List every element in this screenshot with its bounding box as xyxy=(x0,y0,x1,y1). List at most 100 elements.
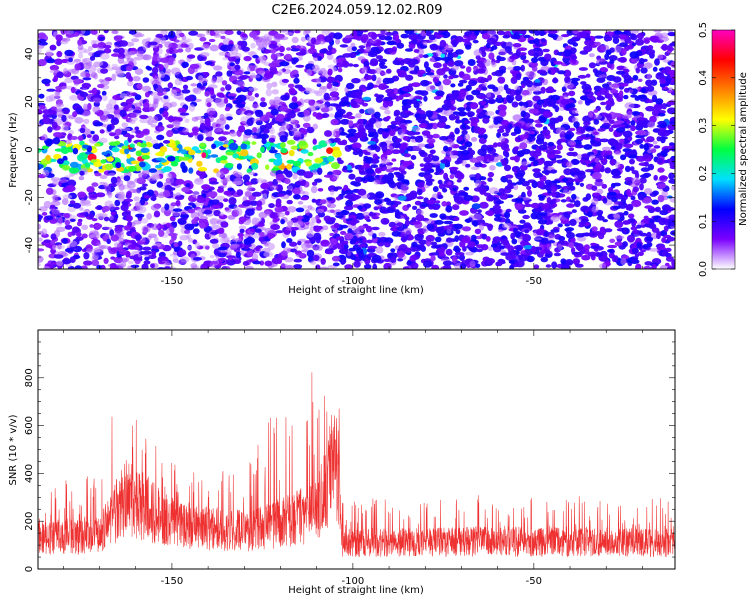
spectrogram-cell xyxy=(479,96,487,100)
spectrogram-cell xyxy=(578,31,587,38)
spectrogram-cell xyxy=(126,91,133,98)
spectrogram-cell xyxy=(508,255,517,260)
spectrogram-cell xyxy=(568,147,575,152)
spectrogram-cell xyxy=(193,87,202,95)
spectrogram-cell xyxy=(515,181,524,185)
spectrogram-cell xyxy=(221,232,227,239)
spectrogram-cell xyxy=(379,206,387,214)
spectrogram-cell xyxy=(211,77,217,84)
spectrogram-cell xyxy=(378,83,388,90)
spectrogram-cell xyxy=(375,120,382,129)
spectrogram-cell xyxy=(428,204,435,210)
spectrogram-cell xyxy=(123,140,129,147)
spectrogram-cell xyxy=(77,191,87,199)
spectrogram-cell xyxy=(86,186,95,193)
spectrogram-cell xyxy=(290,145,298,150)
spectrogram-cell xyxy=(219,184,227,188)
spectrogram-cell xyxy=(638,58,645,65)
spectrogram-cell xyxy=(550,67,556,76)
spectrogram-cell xyxy=(443,145,449,152)
spectrogram-cell xyxy=(510,76,518,84)
spectrogram-cell xyxy=(374,111,381,119)
spectrogram-cell xyxy=(299,180,306,187)
spectrogram-cell xyxy=(659,122,668,129)
spectrogram-cell xyxy=(434,219,444,225)
spectrogram-cell xyxy=(91,218,98,222)
spectrogram-cell xyxy=(38,93,45,99)
spectrogram-cell xyxy=(270,53,277,60)
spectrogram-cell xyxy=(347,136,358,141)
spectrogram-cell xyxy=(461,159,467,167)
spectrogram-cell xyxy=(376,55,383,60)
spectrogram-cell xyxy=(357,118,364,125)
spectrogram-cell xyxy=(322,225,329,231)
spectrogram-cell xyxy=(337,108,346,115)
spectrogram-cell xyxy=(632,186,639,193)
spectrogram-cell xyxy=(523,222,532,230)
spectrogram-cell xyxy=(375,167,382,174)
spectrogram-cell xyxy=(510,232,516,240)
spectrogram-cell xyxy=(348,120,354,127)
spectrogram-cell xyxy=(166,124,174,129)
spectrogram-cell xyxy=(280,263,288,268)
spectrogram-cell xyxy=(514,122,522,129)
spectrogram-cell xyxy=(432,203,441,210)
spectrogram-cell xyxy=(604,167,611,174)
spectrogram-cell xyxy=(416,209,424,216)
spectrogram-cell xyxy=(661,43,668,51)
spectrogram-cell xyxy=(373,179,381,185)
spectrogram-cell xyxy=(130,264,140,268)
spectrogram-cell xyxy=(660,69,667,74)
spectrogram-cell xyxy=(172,255,179,263)
spectrogram-cell xyxy=(96,242,102,246)
spectrogram-cell xyxy=(152,143,162,150)
spectrogram-cell xyxy=(118,238,126,243)
spectrogram-cell xyxy=(654,58,660,66)
spectrogram-cell xyxy=(125,215,133,222)
spectrogram-cell xyxy=(38,255,44,263)
spectrogram-cell xyxy=(119,109,127,117)
spectrogram-cell xyxy=(110,247,120,253)
spectrogram-cell xyxy=(500,252,510,256)
spectrogram-cell xyxy=(520,53,527,61)
spectrogram-cell xyxy=(378,58,388,63)
spectrogram-cell xyxy=(99,181,106,186)
spectrogram-cell xyxy=(43,239,52,243)
spectrogram-cell xyxy=(667,69,675,75)
spectrogram-cell xyxy=(180,149,187,155)
spectrogram-cell xyxy=(262,49,271,54)
spectrogram-cell xyxy=(551,180,562,184)
spectrogram-cell xyxy=(69,200,76,205)
spectrogram-cell xyxy=(440,53,446,58)
spectrogram-cell xyxy=(392,141,401,149)
spectrogram-cell xyxy=(305,209,310,216)
spectrogram-cell xyxy=(507,66,514,71)
spectrogram-cell xyxy=(362,96,372,101)
spectrogram-cell xyxy=(493,216,503,222)
spectrogram-cell xyxy=(391,225,399,232)
spectrogram-cell xyxy=(241,46,250,52)
spectrogram-cell xyxy=(551,191,557,198)
spectrogram-cell xyxy=(496,142,503,147)
spectrogram-cell xyxy=(87,46,93,51)
spectrogram-cell xyxy=(47,126,53,133)
spectrogram-cell xyxy=(345,164,352,171)
spectrogram-cell xyxy=(259,114,270,122)
spectrogram-cell xyxy=(564,133,573,140)
spectrogram-cell xyxy=(591,206,599,213)
spectrogram-cell xyxy=(523,34,531,39)
spectrogram-cell xyxy=(132,188,141,194)
spectrogram-cell xyxy=(549,124,556,130)
figure-title: C2E6.2024.059.12.02.R09 xyxy=(271,3,442,18)
spectrogram-cell xyxy=(210,154,219,158)
spectrogram-cell xyxy=(546,211,553,216)
spectrogram-cell xyxy=(56,50,63,58)
spectrogram-cell xyxy=(592,172,602,180)
spectrogram-cell xyxy=(383,96,393,102)
spectrogram-cell xyxy=(550,215,560,223)
spectrogram-cell xyxy=(235,251,241,258)
spectrogram-cell xyxy=(38,44,45,49)
spectrogram-cell xyxy=(205,125,214,131)
spectrogram-cell xyxy=(544,179,552,185)
spectrogram-cell xyxy=(312,64,320,72)
